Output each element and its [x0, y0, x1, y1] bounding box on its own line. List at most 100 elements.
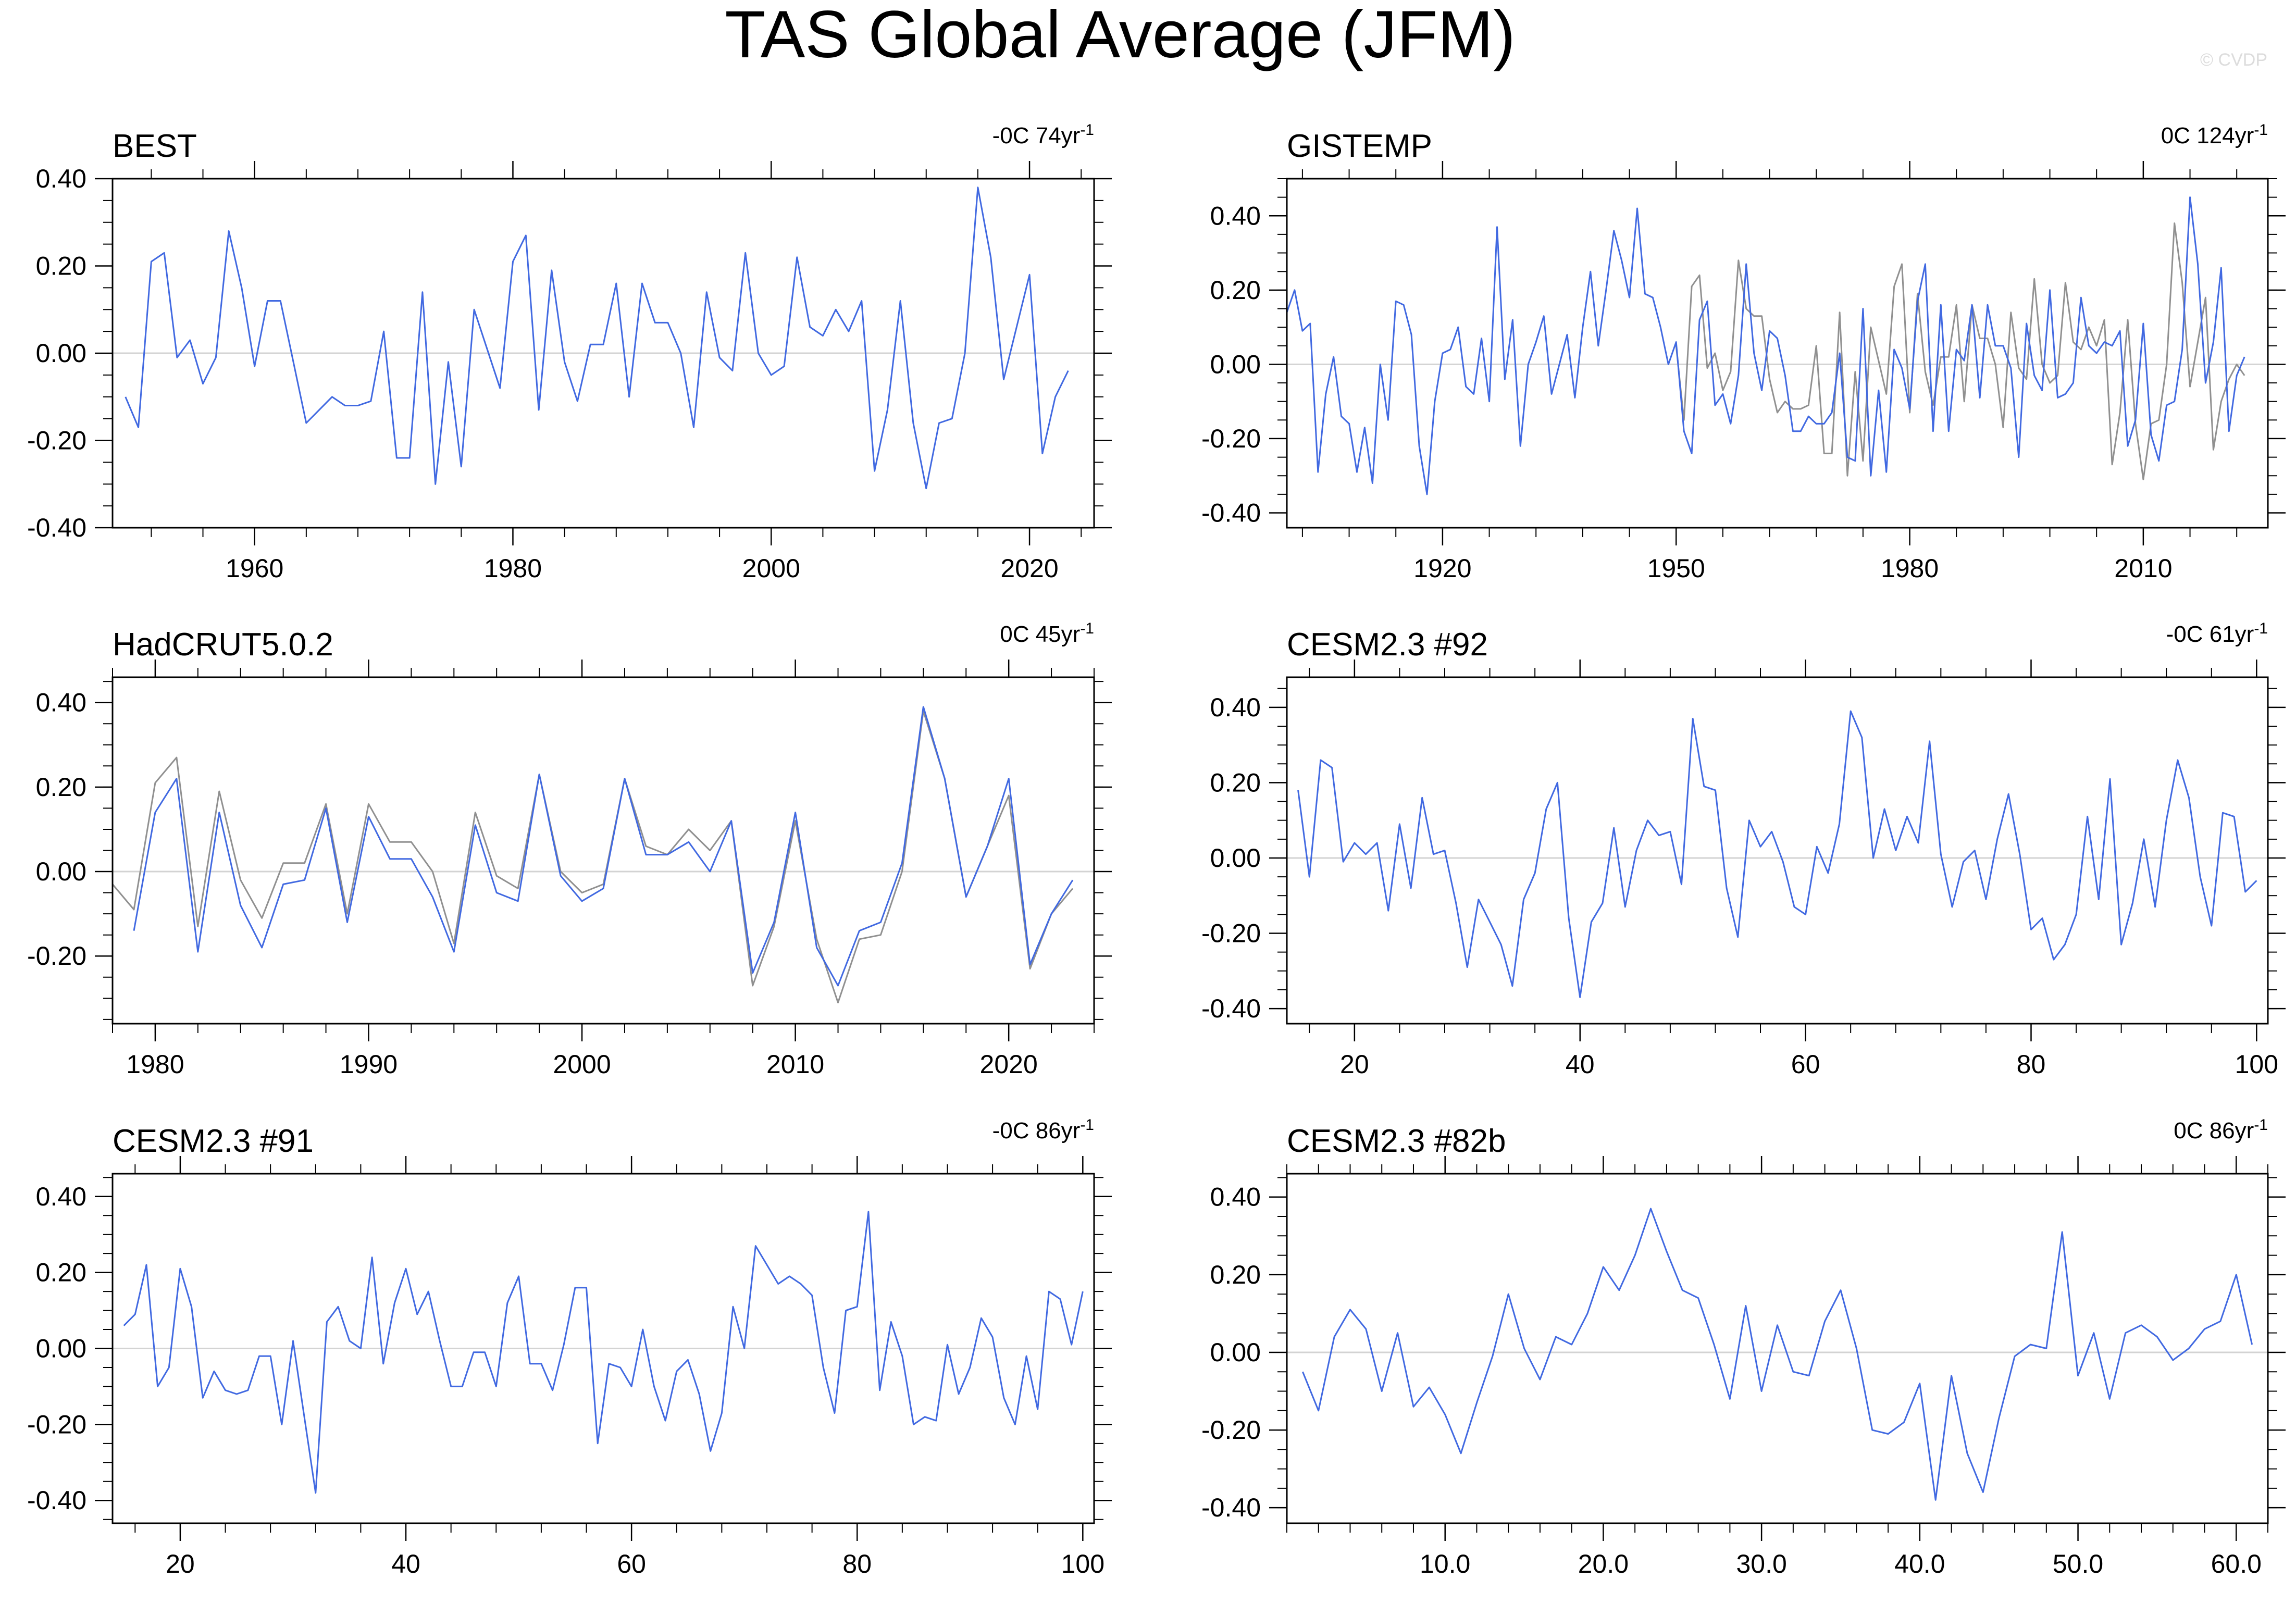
- series-line-primary: [1297, 710, 2257, 998]
- series-line-primary: [1286, 196, 2245, 495]
- plot-frame: [111, 178, 1095, 529]
- x-tick-label: 20: [1340, 1050, 1369, 1079]
- panel-title: HadCRUT5.0.2: [113, 627, 333, 663]
- panel-2: GISTEMP 0C 124yr-1 -0.40 -0.20 0.00 0.20 0.40 1…: [1201, 121, 2286, 583]
- y-tick-label: 0.00: [1210, 1338, 1261, 1367]
- x-tick-label: 1980: [1881, 554, 1939, 583]
- y-tick-label: -0.20: [27, 941, 86, 971]
- trend-label: -0C 61yr-1: [2166, 620, 2268, 647]
- y-tick-label: 0.00: [36, 339, 86, 368]
- plot-frame: [111, 1173, 1095, 1524]
- trend-label: 0C 45yr-1: [1000, 620, 1094, 647]
- x-tick-label: 1980: [126, 1050, 184, 1079]
- y-tick-label: -0.20: [1201, 1415, 1261, 1445]
- panel-3: HadCRUT5.0.2 0C 45yr-1 -0.20 0.00 0.20 0.40 19…: [27, 620, 1112, 1079]
- trend-exponent: -1: [1080, 620, 1094, 637]
- plot-frame: [1286, 1173, 2269, 1524]
- x-tick-label: 2010: [766, 1050, 824, 1079]
- plot-frame: [1286, 676, 2269, 1025]
- y-tick-label: 0.40: [36, 688, 86, 717]
- panel-6: CESM2.3 #82b 0C 86yr-1 -0.40 -0.20 0.00 0.20 0…: [1201, 1116, 2286, 1578]
- figure-title: TAS Global Average (JFM): [725, 0, 1516, 72]
- trend-exponent: -1: [1080, 121, 1094, 139]
- x-tick-label: 20.0: [1578, 1549, 1629, 1578]
- x-tick-label: 2020: [1000, 554, 1058, 583]
- y-tick-label: 0.20: [36, 1258, 86, 1287]
- plot-frame: [111, 676, 1095, 1025]
- y-tick-label: 0.40: [36, 164, 86, 193]
- y-tick-label: 0.20: [1210, 1260, 1261, 1289]
- panel-title: CESM2.3 #91: [113, 1123, 314, 1159]
- y-tick-label: -0.20: [27, 1410, 86, 1439]
- y-tick-label: 0.00: [36, 857, 86, 886]
- series-line-primary: [123, 1211, 1084, 1494]
- y-tick-label: -0.40: [27, 513, 86, 542]
- x-tick-label: 2000: [742, 554, 800, 583]
- x-tick-label: 100: [2235, 1050, 2278, 1079]
- y-tick-label: 0.20: [36, 773, 86, 802]
- panel-title: GISTEMP: [1287, 128, 1432, 164]
- trend-label: -0C 86yr-1: [992, 1116, 1094, 1143]
- x-tick-label: 60: [1791, 1050, 1820, 1079]
- x-tick-label: 60: [617, 1549, 646, 1578]
- trend-label: 0C 86yr-1: [2174, 1116, 2268, 1143]
- panel-title: BEST: [113, 128, 197, 164]
- x-tick-label: 60.0: [2211, 1549, 2262, 1578]
- x-tick-label: 40: [1566, 1050, 1595, 1079]
- y-tick-label: 0.20: [1210, 276, 1261, 305]
- y-tick-label: -0.20: [1201, 919, 1261, 948]
- x-tick-label: 30.0: [1736, 1549, 1786, 1578]
- panel-title: CESM2.3 #82b: [1287, 1123, 1506, 1159]
- x-tick-label: 10.0: [1420, 1549, 1470, 1578]
- trend-exponent: -1: [2254, 620, 2268, 637]
- x-tick-label: 1990: [340, 1050, 398, 1079]
- x-tick-label: 2010: [2114, 554, 2172, 583]
- y-tick-label: 0.40: [1210, 201, 1261, 230]
- x-tick-label: 1920: [1413, 554, 1471, 583]
- x-tick-label: 100: [1061, 1549, 1104, 1578]
- x-tick-label: 1950: [1647, 554, 1705, 583]
- x-tick-label: 2020: [980, 1050, 1038, 1079]
- x-tick-label: 1980: [484, 554, 542, 583]
- series-line-primary: [125, 186, 1069, 490]
- x-tick-label: 1960: [226, 554, 283, 583]
- y-tick-label: -0.40: [1201, 1493, 1261, 1522]
- trend-exponent: -1: [1080, 1116, 1094, 1134]
- y-tick-label: -0.40: [1201, 498, 1261, 527]
- y-tick-label: 0.40: [1210, 693, 1261, 722]
- x-tick-label: 20: [166, 1549, 195, 1578]
- trend-exponent: -1: [2254, 1116, 2268, 1134]
- panel-5: CESM2.3 #91 -0C 86yr-1 -0.40 -0.20 0.00 0.20 0…: [27, 1116, 1112, 1578]
- series-line-secondary: [111, 710, 1074, 1003]
- y-tick-label: -0.40: [1201, 994, 1261, 1023]
- trend-label: 0C 124yr-1: [2161, 121, 2268, 148]
- series-line-secondary: [1675, 222, 2245, 480]
- series-line-primary: [1302, 1208, 2253, 1501]
- y-tick-label: 0.00: [1210, 843, 1261, 873]
- x-tick-label: 50.0: [2053, 1549, 2103, 1578]
- trend-exponent: -1: [2254, 121, 2268, 139]
- y-tick-label: -0.20: [27, 426, 86, 455]
- panels: BEST -0C 74yr-1 -0.40 -0.20 0.00 0.20 0.40 1960…: [27, 121, 2286, 1578]
- y-tick-label: -0.20: [1201, 424, 1261, 453]
- x-tick-label: 80: [2017, 1050, 2046, 1079]
- y-tick-label: 0.00: [36, 1334, 86, 1363]
- y-tick-label: -0.40: [27, 1486, 86, 1515]
- x-tick-label: 40: [391, 1549, 420, 1578]
- trend-label: -0C 74yr-1: [992, 121, 1094, 148]
- y-tick-label: 0.40: [1210, 1183, 1261, 1212]
- y-tick-label: 0.40: [36, 1182, 86, 1211]
- x-tick-label: 40.0: [1894, 1549, 1945, 1578]
- y-tick-label: 0.20: [1210, 768, 1261, 797]
- panel-4: CESM2.3 #92 -0C 61yr-1 -0.40 -0.20 0.00 0.20 0…: [1201, 620, 2286, 1079]
- x-tick-label: 80: [842, 1549, 872, 1578]
- plot-frame: [1286, 178, 2269, 529]
- y-tick-label: 0.20: [36, 252, 86, 281]
- x-tick-label: 2000: [553, 1050, 611, 1079]
- y-tick-label: 0.00: [1210, 350, 1261, 379]
- series-line-primary: [133, 706, 1074, 987]
- panel-title: CESM2.3 #92: [1287, 627, 1488, 663]
- watermark: © CVDP: [2200, 50, 2267, 70]
- panel-1: BEST -0C 74yr-1 -0.40 -0.20 0.00 0.20 0.40 1960…: [27, 121, 1112, 583]
